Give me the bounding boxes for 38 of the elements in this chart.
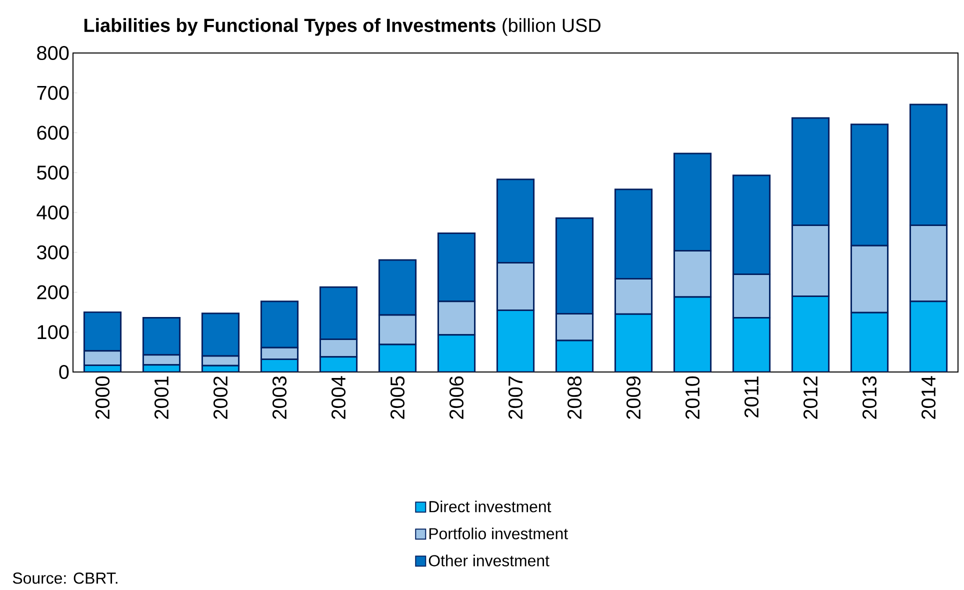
bar [615, 314, 652, 372]
x-tick-label: 2014 [921, 376, 936, 419]
x-tick-label: 2002 [213, 376, 228, 419]
x-tick-label: 2012 [803, 376, 818, 419]
bar [556, 340, 593, 372]
bar [379, 344, 416, 372]
x-tick-label: 2001 [154, 376, 169, 419]
bar [497, 310, 534, 372]
y-tick-label: 500 [37, 166, 69, 180]
legend-label: Other investment [428, 554, 550, 566]
y-tick-label: 400 [36, 205, 69, 220]
x-tick-label: 2008 [567, 376, 582, 419]
y-tick-label: 600 [37, 126, 69, 140]
x-tick-label: 2003 [272, 376, 287, 419]
x-tick-label: 2013 [862, 376, 877, 419]
x-tick-label: 2009 [626, 376, 641, 419]
y-tick-label: 700 [37, 86, 69, 100]
source-note: Source: CBRT. [12, 572, 118, 584]
x-tick-label: 2006 [449, 376, 464, 419]
x-tick-label: 2000 [95, 376, 110, 419]
bar [733, 318, 770, 372]
bar [674, 297, 711, 372]
y-tick-label: 300 [37, 245, 69, 260]
y-tick-label: 200 [37, 285, 69, 300]
legend-label: Direct investment [429, 500, 552, 512]
y-tick-label: 100 [38, 325, 69, 340]
x-tick-label: 2004 [331, 376, 346, 419]
y-tick-label: 800 [37, 46, 69, 60]
x-tick-label: 2005 [390, 376, 405, 419]
bar [851, 312, 888, 372]
chart-title: Liabilities by Functional Types of Investments (billion USD [84, 18, 600, 36]
bar [438, 334, 475, 372]
y-tick-label: 0 [59, 364, 69, 380]
x-tick-label: 2010 [685, 376, 700, 419]
x-tick-label: 2011 [744, 376, 759, 418]
legend-label: Portfolio investment [429, 528, 568, 540]
bar [792, 296, 829, 372]
x-tick-label: 2007 [508, 376, 523, 419]
